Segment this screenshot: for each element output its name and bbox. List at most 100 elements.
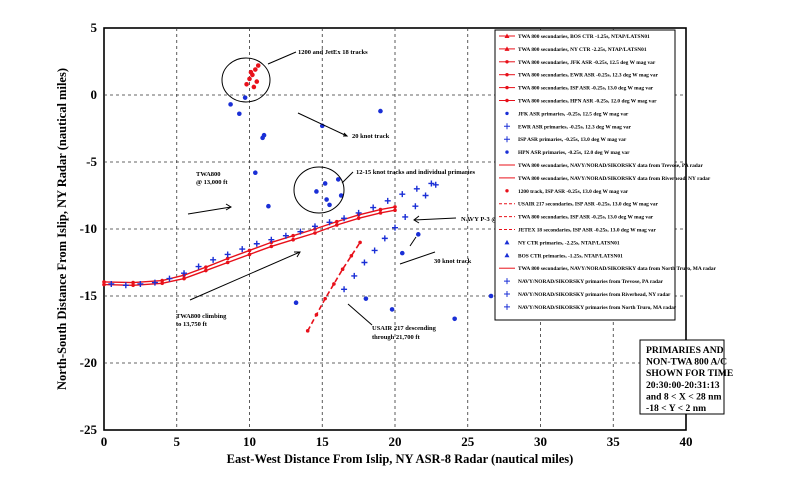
legend-item: NAVY/NORAD/SIKORSKY primaries from North… xyxy=(504,303,677,311)
data-point xyxy=(291,233,295,238)
legend-item: TWA 800 secondaries, BOS CTR -1.25s, NTA… xyxy=(499,33,650,40)
legend-item: NY CTR primaries, -2.25s, NTAP/LATSN01 xyxy=(504,239,620,246)
legend-item: TWA 800 secondaries, JFK ASR -0.25s, 12.… xyxy=(499,60,656,66)
data-point xyxy=(242,95,248,100)
x-tick-label: 30 xyxy=(534,434,547,449)
x-axis-label: East-West Distance From Islip, NY ASR-8 … xyxy=(227,452,574,466)
annot-arrow-p3 xyxy=(413,217,457,221)
data-point xyxy=(160,278,164,283)
data-point xyxy=(228,102,233,107)
legend-item: TWA 800 secondaries, ISP ASR -0.25s, 13.… xyxy=(499,86,654,92)
data-point xyxy=(340,267,345,272)
info-line: -18 < Y < 2 nm xyxy=(646,403,706,414)
data-point xyxy=(338,193,344,198)
info-line: SHOWN FOR TIME xyxy=(646,368,733,379)
data-point xyxy=(248,69,254,75)
legend-swatch-dot xyxy=(505,111,509,116)
series xyxy=(341,181,439,293)
data-point xyxy=(251,84,257,90)
annot-arrowhead-twa800 xyxy=(225,203,232,211)
annot-12-15-knot: 12-15 knot tracks and individual primari… xyxy=(356,169,475,176)
data-point xyxy=(160,281,164,286)
data-point xyxy=(204,268,208,273)
x-tick-label: 35 xyxy=(607,434,621,449)
annot-usair-alt: through 21,700 ft xyxy=(372,334,421,341)
data-point xyxy=(327,202,332,208)
series xyxy=(228,95,494,322)
data-point xyxy=(122,282,129,289)
legend-swatch-dot xyxy=(505,189,509,193)
data-point xyxy=(323,296,327,301)
data-point xyxy=(293,300,299,306)
legend-swatch-plus xyxy=(504,291,510,297)
data-point xyxy=(253,170,258,176)
data-point xyxy=(102,282,106,287)
legend-swatch-dot xyxy=(505,73,509,77)
data-point xyxy=(102,280,106,284)
legend-swatch-dot xyxy=(505,98,509,103)
legend-item: ISP ASR primaries, -0.25s, 13.0 deg W ma… xyxy=(504,136,627,143)
legend-swatch-triangle xyxy=(504,239,510,245)
legend-item: NAVY/NORAD/SIKORSKY primaries from Trevo… xyxy=(504,278,664,285)
x-tick-label: 5 xyxy=(174,434,181,449)
legend-swatch-plus xyxy=(504,136,510,143)
legend-swatch-dot xyxy=(505,60,509,64)
annot-twa800-alt: @ 13,000 ft xyxy=(196,179,228,186)
legend-item: USAIR 217 secondaries, ISP ASR -0.25s, 1… xyxy=(499,202,659,208)
data-point xyxy=(335,219,339,224)
data-point xyxy=(254,79,260,84)
annotations xyxy=(187,51,457,326)
legend-item: TWA 800 secondaries, ISP ASR -0.25s, 13.… xyxy=(499,215,654,221)
data-point xyxy=(399,191,406,198)
legend-item: TWA 800 secondaries, NAVY/NORAD/SIKORSKY… xyxy=(499,176,711,182)
data-point xyxy=(195,263,202,270)
annot-arrowhead-p3 xyxy=(413,215,420,224)
data-point xyxy=(378,211,383,215)
data-point xyxy=(247,76,252,82)
data-point xyxy=(349,254,354,258)
data-point xyxy=(358,240,362,245)
data-point xyxy=(402,213,409,220)
legend-label: TWA 800 secondaries, NAVY/NORAD/SIKORSKY… xyxy=(518,163,703,169)
legend-label: NAVY/NORAD/SIKORSKY primaries from Trevo… xyxy=(518,279,664,285)
annot-30-knot: 30 knot track xyxy=(434,258,472,265)
data-point xyxy=(422,192,429,199)
legend-item: TWA 800 secondaries, NAVY/NORAD/SIKORSKY… xyxy=(499,163,703,169)
legend-item: NAVY/NORAD/SIKORSKY primaries from River… xyxy=(504,291,671,298)
data-point xyxy=(204,265,208,269)
data-point xyxy=(384,197,391,204)
annot-20-knot: 20 knot track xyxy=(352,133,390,140)
annot-arrow-30kt-lower xyxy=(409,236,417,247)
data-point xyxy=(381,235,388,242)
legend-item: EWR ASR primaries, -0.25s, 12.3 deg W ma… xyxy=(504,123,632,130)
legend-item: JETEX 18 secondaries, ISP ASR -0.25s, 13… xyxy=(499,228,656,234)
annot-arrow-usair xyxy=(347,303,373,326)
data-point xyxy=(314,189,319,194)
legend-swatch-triangle xyxy=(504,252,510,258)
annot-usair: USAIR 217 descending xyxy=(372,325,437,332)
data-point xyxy=(137,280,144,287)
annot-arrow-20kt xyxy=(297,112,348,137)
legend-swatch-dot xyxy=(505,85,509,90)
data-point xyxy=(225,256,230,261)
annot-climbing-alt: to 13,750 ft xyxy=(176,321,208,328)
data-point xyxy=(311,223,318,230)
annot-1200-jetex: 1200 and JetEx 18 tracks xyxy=(298,49,368,56)
y-tick-label: -20 xyxy=(80,355,97,370)
data-point xyxy=(355,209,362,216)
data-point xyxy=(378,207,383,212)
annot-navy-p3: NAVY P-3 @ 20,000 ft xyxy=(461,216,524,223)
legend-label: NAVY/NORAD/SIKORSKY primaries from North… xyxy=(518,305,677,311)
legend-swatch-triangle xyxy=(504,33,510,38)
annot-line-1200 xyxy=(267,51,297,65)
legend-item: TWA 800 secondaries, EWR ASR -0.25s, 12.… xyxy=(499,73,659,79)
data-point xyxy=(255,63,261,68)
data-point xyxy=(131,280,135,285)
legend-label: TWA 800 secondaries, ISP ASR -0.25s, 13.… xyxy=(518,215,654,221)
data-point xyxy=(488,293,494,299)
data-point xyxy=(239,246,246,253)
data-point xyxy=(244,81,249,87)
series xyxy=(102,208,397,288)
series-line xyxy=(103,206,396,284)
x-tick-label: 10 xyxy=(243,434,256,449)
